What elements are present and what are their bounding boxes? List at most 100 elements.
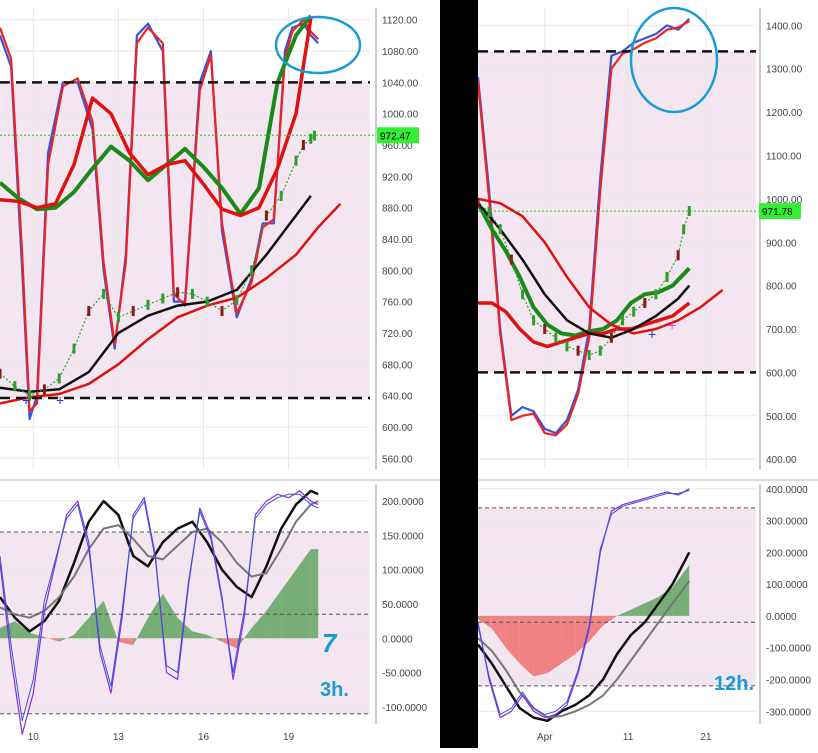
right-main-candle	[643, 297, 647, 308]
right-osc-ytick-label: 400.0000	[766, 485, 808, 496]
left-osc-histogram-segment	[192, 631, 208, 639]
right-sell-marker-icon: +	[668, 317, 676, 333]
left-main-candle	[28, 390, 32, 401]
right-main-ytick-label: 1100.00	[766, 151, 802, 162]
left-main-candle	[72, 343, 76, 354]
left-osc-histogram-segment	[103, 600, 119, 642]
right-osc-histogram-segment	[547, 615, 562, 674]
left-osc-histogram-segment	[310, 549, 319, 639]
left-main-ytick-label: 1040.00	[382, 78, 419, 89]
left-main-candle	[102, 288, 106, 299]
left-main-candle	[205, 296, 209, 307]
right-main-candle	[665, 271, 669, 282]
left-main-candle	[235, 295, 239, 306]
left-main-candle	[309, 133, 313, 144]
left-osc-series-fast-blue	[0, 493, 319, 722]
left-osc-histogram-segment	[177, 617, 193, 639]
left-osc-histogram-segment	[236, 628, 252, 649]
left-osc-histogram-segment	[251, 610, 267, 639]
left-main-ytick-label: 1120.00	[382, 16, 418, 27]
left-main-ytick-label: 640.00	[382, 392, 413, 403]
left-osc-histogram-segment	[74, 617, 89, 639]
left-osc-histogram-segment	[222, 638, 237, 649]
left-main-candle	[42, 384, 46, 395]
left-timeframe-label: 3h.	[320, 679, 349, 701]
right-osc-ytick-label: 300.0000	[766, 517, 808, 528]
left-main-candle	[313, 130, 316, 141]
left-osc-histogram-segment	[207, 634, 222, 642]
left-main-candle	[301, 140, 305, 151]
left-main-ytick-label: 840.00	[382, 235, 413, 246]
right-main-candle	[576, 345, 580, 356]
left-main-candle	[220, 306, 224, 317]
right-osc-histogram-segment	[533, 615, 548, 677]
right-osc-histogram-segment	[505, 615, 520, 664]
right-main-candle	[565, 341, 569, 352]
right-main-ytick-label: 1300.00	[766, 65, 803, 76]
right-osc-series-fast-blue	[477, 489, 690, 715]
right-main-series-stoch-k	[476, 18, 691, 435]
right-osc-histogram-segment	[491, 615, 506, 648]
left-osc-histogram-segment	[148, 593, 163, 639]
right-main-ytick-label: 800.00	[766, 282, 797, 293]
right-main-last-price-badge	[759, 203, 801, 220]
right-main-ytick-label: 1000.00	[766, 195, 803, 206]
left-main-ytick-label: 760.00	[382, 298, 413, 309]
right-xtick-label: 11	[623, 732, 634, 743]
right-xtick-label: Apr	[537, 732, 553, 743]
right-osc-histogram-segment	[644, 596, 659, 616]
right-main-candle	[487, 206, 491, 217]
left-main-series-ema-red	[0, 17, 313, 218]
right-annotation-ellipse	[629, 6, 719, 114]
left-osc-ytick-label: 150.0000	[382, 531, 424, 542]
left-main-candle	[250, 265, 254, 276]
right-main-candle	[654, 289, 658, 300]
left-osc-annotation-label: 7	[322, 628, 338, 658]
right-main-band	[478, 51, 756, 373]
left-main-candle	[190, 288, 194, 299]
left-main-candle	[176, 287, 180, 298]
right-main-candle	[520, 289, 524, 300]
right-osc-ytick-label: -100.0000	[766, 644, 811, 655]
right-osc-series-slow-black	[476, 551, 691, 723]
right-osc-ytick-label: 0.0000	[766, 612, 797, 623]
right-main-candle	[632, 306, 636, 317]
right-main-candle	[509, 254, 513, 265]
left-main-ytick-label: 560.00	[382, 454, 413, 465]
right-osc-ytick-label: 200.0000	[766, 548, 808, 559]
right-main-candle	[532, 315, 536, 326]
chart-3h-panel: 560.00 600.00 640.00 680.00 720.00 760.00 800.…	[0, 8, 440, 743]
left-main-candle	[131, 306, 135, 317]
left-main-ytick-label: 1000.00	[382, 110, 419, 121]
left-osc-ytick-label: 50.0000	[382, 600, 419, 611]
left-main-series-price-close	[0, 135, 315, 397]
left-osc-ytick-label: 200.0000	[382, 497, 424, 508]
left-osc-histogram-segment	[118, 638, 134, 646]
right-main-series-slow-ma_red	[477, 197, 724, 335]
right-main-ytick-label: 900.00	[766, 238, 797, 249]
right-osc-series-slow-gray	[477, 580, 691, 719]
right-main-last-price-label: 971.78	[762, 207, 793, 218]
left-buy-marker-icon: +	[22, 392, 30, 408]
right-main-candle	[587, 350, 591, 361]
right-main-candle	[598, 345, 602, 356]
left-main-series-slow-ma_red	[0, 202, 342, 405]
right-osc-histogram-segment	[630, 603, 645, 616]
right-osc-series-fast-purple	[477, 488, 690, 719]
left-osc-histogram-segment	[44, 636, 60, 642]
left-osc-histogram-segment	[162, 593, 178, 639]
left-main-ytick-label: 720.00	[382, 329, 413, 340]
left-main-candle	[264, 210, 268, 221]
right-osc-histogram-segment	[617, 609, 631, 616]
right-main-series-stoch-d	[476, 20, 690, 437]
left-main-ytick-label: 1080.00	[382, 47, 419, 58]
right-main-ytick-label: 500.00	[766, 412, 797, 423]
left-osc-ytick-label: 0.0000	[382, 634, 413, 645]
right-osc-histogram-segment	[478, 615, 492, 629]
right-main-candle	[498, 224, 502, 235]
left-main-candle	[279, 190, 283, 201]
right-timeframe-label: 12h.	[714, 673, 754, 695]
right-main-candle	[554, 332, 558, 343]
right-osc-histogram-segment	[561, 615, 576, 664]
left-osc-ytick-label: -50.0000	[382, 669, 422, 680]
